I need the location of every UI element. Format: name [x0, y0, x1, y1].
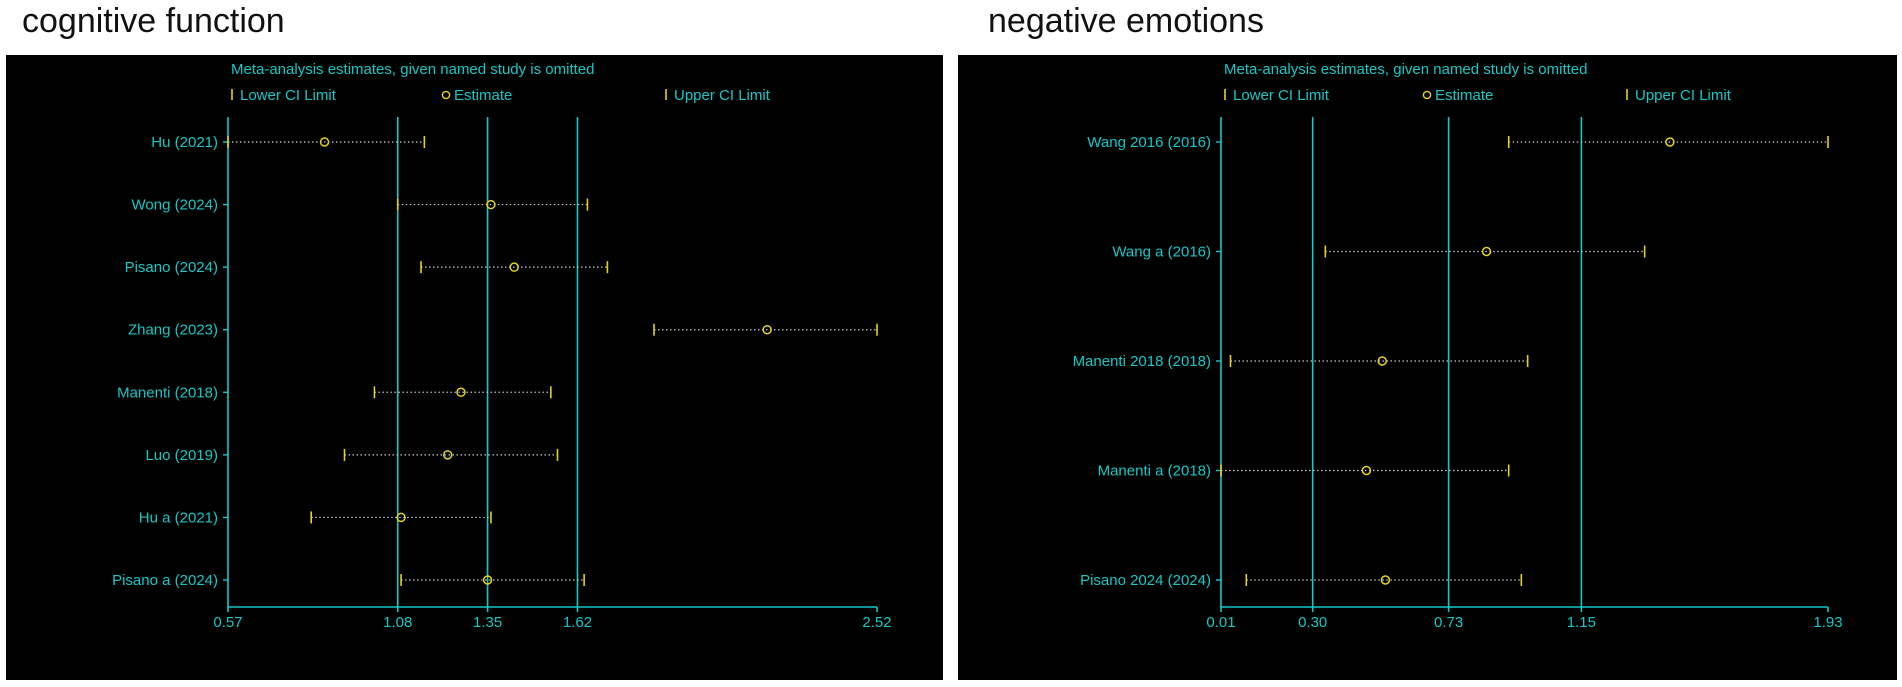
x-tick-label: 0.01 — [1206, 614, 1235, 631]
estimate-marker — [319, 137, 330, 147]
forest-plot-svg: Meta-analysis estimates, given named stu… — [112, 61, 892, 631]
legend-upper-label: Upper CI Limit — [674, 87, 771, 104]
study-label: Luo (2019) — [145, 447, 218, 464]
x-tick-label: 1.62 — [563, 614, 592, 631]
panel-title-cognitive-function: cognitive function — [22, 2, 285, 40]
panel-title-negative-emotions: negative emotions — [988, 2, 1264, 40]
study-label: Pisano 2024 (2024) — [1080, 572, 1211, 589]
legend-estimate-marker — [441, 90, 451, 100]
legend-heading: Meta-analysis estimates, given named stu… — [231, 61, 595, 78]
forest-plot-negative-emotions: Meta-analysis estimates, given named stu… — [958, 55, 1897, 680]
legend-lower-label: Lower CI Limit — [240, 87, 337, 104]
study-label: Wang 2016 (2016) — [1087, 134, 1211, 151]
estimate-marker — [442, 450, 453, 460]
study-label: Pisano a (2024) — [112, 572, 218, 589]
forest-plot-svg: Meta-analysis estimates, given named stu… — [1073, 61, 1843, 631]
x-tick-label: 1.15 — [1567, 614, 1596, 631]
study-label: Hu a (2021) — [139, 509, 218, 526]
estimate-marker — [1377, 356, 1387, 366]
estimate-marker — [456, 387, 466, 398]
legend-lower-label: Lower CI Limit — [1233, 87, 1330, 104]
estimate-marker — [1665, 137, 1675, 147]
x-tick-label: 1.08 — [383, 614, 412, 631]
study-label: Manenti a (2018) — [1098, 463, 1211, 480]
estimate-marker — [1380, 575, 1391, 585]
study-label: Pisano (2024) — [125, 259, 218, 276]
x-tick-label: 0.30 — [1298, 614, 1327, 631]
legend-estimate-label: Estimate — [454, 87, 512, 104]
estimate-marker — [509, 262, 519, 272]
legend-estimate-marker — [1422, 90, 1432, 100]
estimate-marker — [482, 575, 493, 585]
estimate-marker — [1481, 246, 1492, 257]
study-label: Wong (2024) — [132, 197, 218, 214]
estimate-marker — [396, 512, 406, 523]
x-tick-label: 0.57 — [213, 614, 242, 631]
estimate-marker — [486, 199, 496, 210]
estimate-marker — [762, 324, 772, 335]
study-label: Manenti (2018) — [117, 384, 218, 401]
study-label: Wang a (2016) — [1112, 244, 1211, 261]
estimate-marker — [1361, 465, 1372, 476]
legend-heading: Meta-analysis estimates, given named stu… — [1224, 61, 1588, 78]
x-tick-label: 0.73 — [1434, 614, 1463, 631]
legend-upper-label: Upper CI Limit — [1635, 87, 1732, 104]
x-tick-label: 2.52 — [862, 614, 891, 631]
study-label: Zhang (2023) — [128, 322, 218, 339]
study-label: Manenti 2018 (2018) — [1073, 353, 1211, 370]
x-tick-label: 1.35 — [473, 614, 502, 631]
forest-plot-cognitive-function: Meta-analysis estimates, given named stu… — [6, 55, 943, 680]
legend-estimate-label: Estimate — [1435, 87, 1493, 104]
x-tick-label: 1.93 — [1813, 614, 1842, 631]
study-label: Hu (2021) — [151, 134, 218, 151]
